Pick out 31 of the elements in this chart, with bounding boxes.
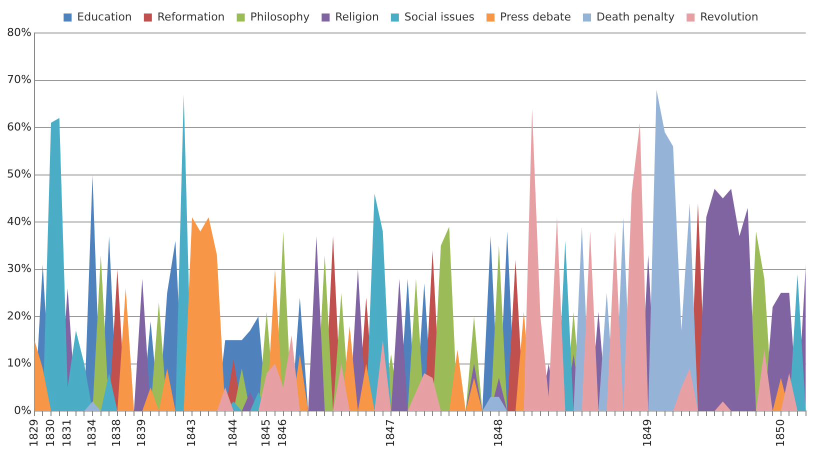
- legend-label: Revolution: [700, 10, 758, 24]
- legend-label: Press debate: [500, 10, 572, 24]
- x-tick-label: 1844: [226, 419, 240, 448]
- x-tick-label: 1829: [27, 419, 40, 448]
- x-tick-label: 1847: [384, 419, 397, 448]
- legend-label: Reformation: [157, 10, 225, 24]
- x-tick-label: 1849: [641, 419, 654, 448]
- y-tick-label: 20%: [6, 309, 32, 322]
- y-tick-label: 70%: [6, 73, 32, 86]
- legend-label: Religion: [335, 10, 379, 24]
- x-tick-label: 1831: [60, 419, 74, 448]
- x-tick-label: 1838: [110, 419, 124, 448]
- x-tick-label: 1850: [774, 419, 787, 448]
- y-tick-label: 80%: [6, 26, 32, 39]
- x-tick-label: 1845: [260, 419, 273, 448]
- legend-label: Social issues: [404, 10, 475, 24]
- y-tick-label: 60%: [6, 120, 32, 134]
- x-tick-label: 1846: [276, 419, 290, 448]
- y-tick-label: 0%: [14, 404, 32, 417]
- legend-label: Death penalty: [596, 10, 676, 24]
- y-tick-label: 10%: [6, 356, 32, 370]
- x-tick-label: 1848: [492, 419, 505, 448]
- x-tick-label: 1839: [135, 419, 148, 448]
- x-tick-label: 1843: [184, 419, 198, 448]
- legend-label: Philosophy: [250, 10, 310, 24]
- y-tick-label: 30%: [6, 262, 32, 276]
- x-tick-label: 1830: [44, 419, 57, 448]
- legend-label: Education: [77, 10, 132, 24]
- y-tick-label: 50%: [6, 168, 32, 181]
- y-tick-label: 40%: [6, 214, 32, 228]
- x-tick-label: 1834: [85, 419, 98, 448]
